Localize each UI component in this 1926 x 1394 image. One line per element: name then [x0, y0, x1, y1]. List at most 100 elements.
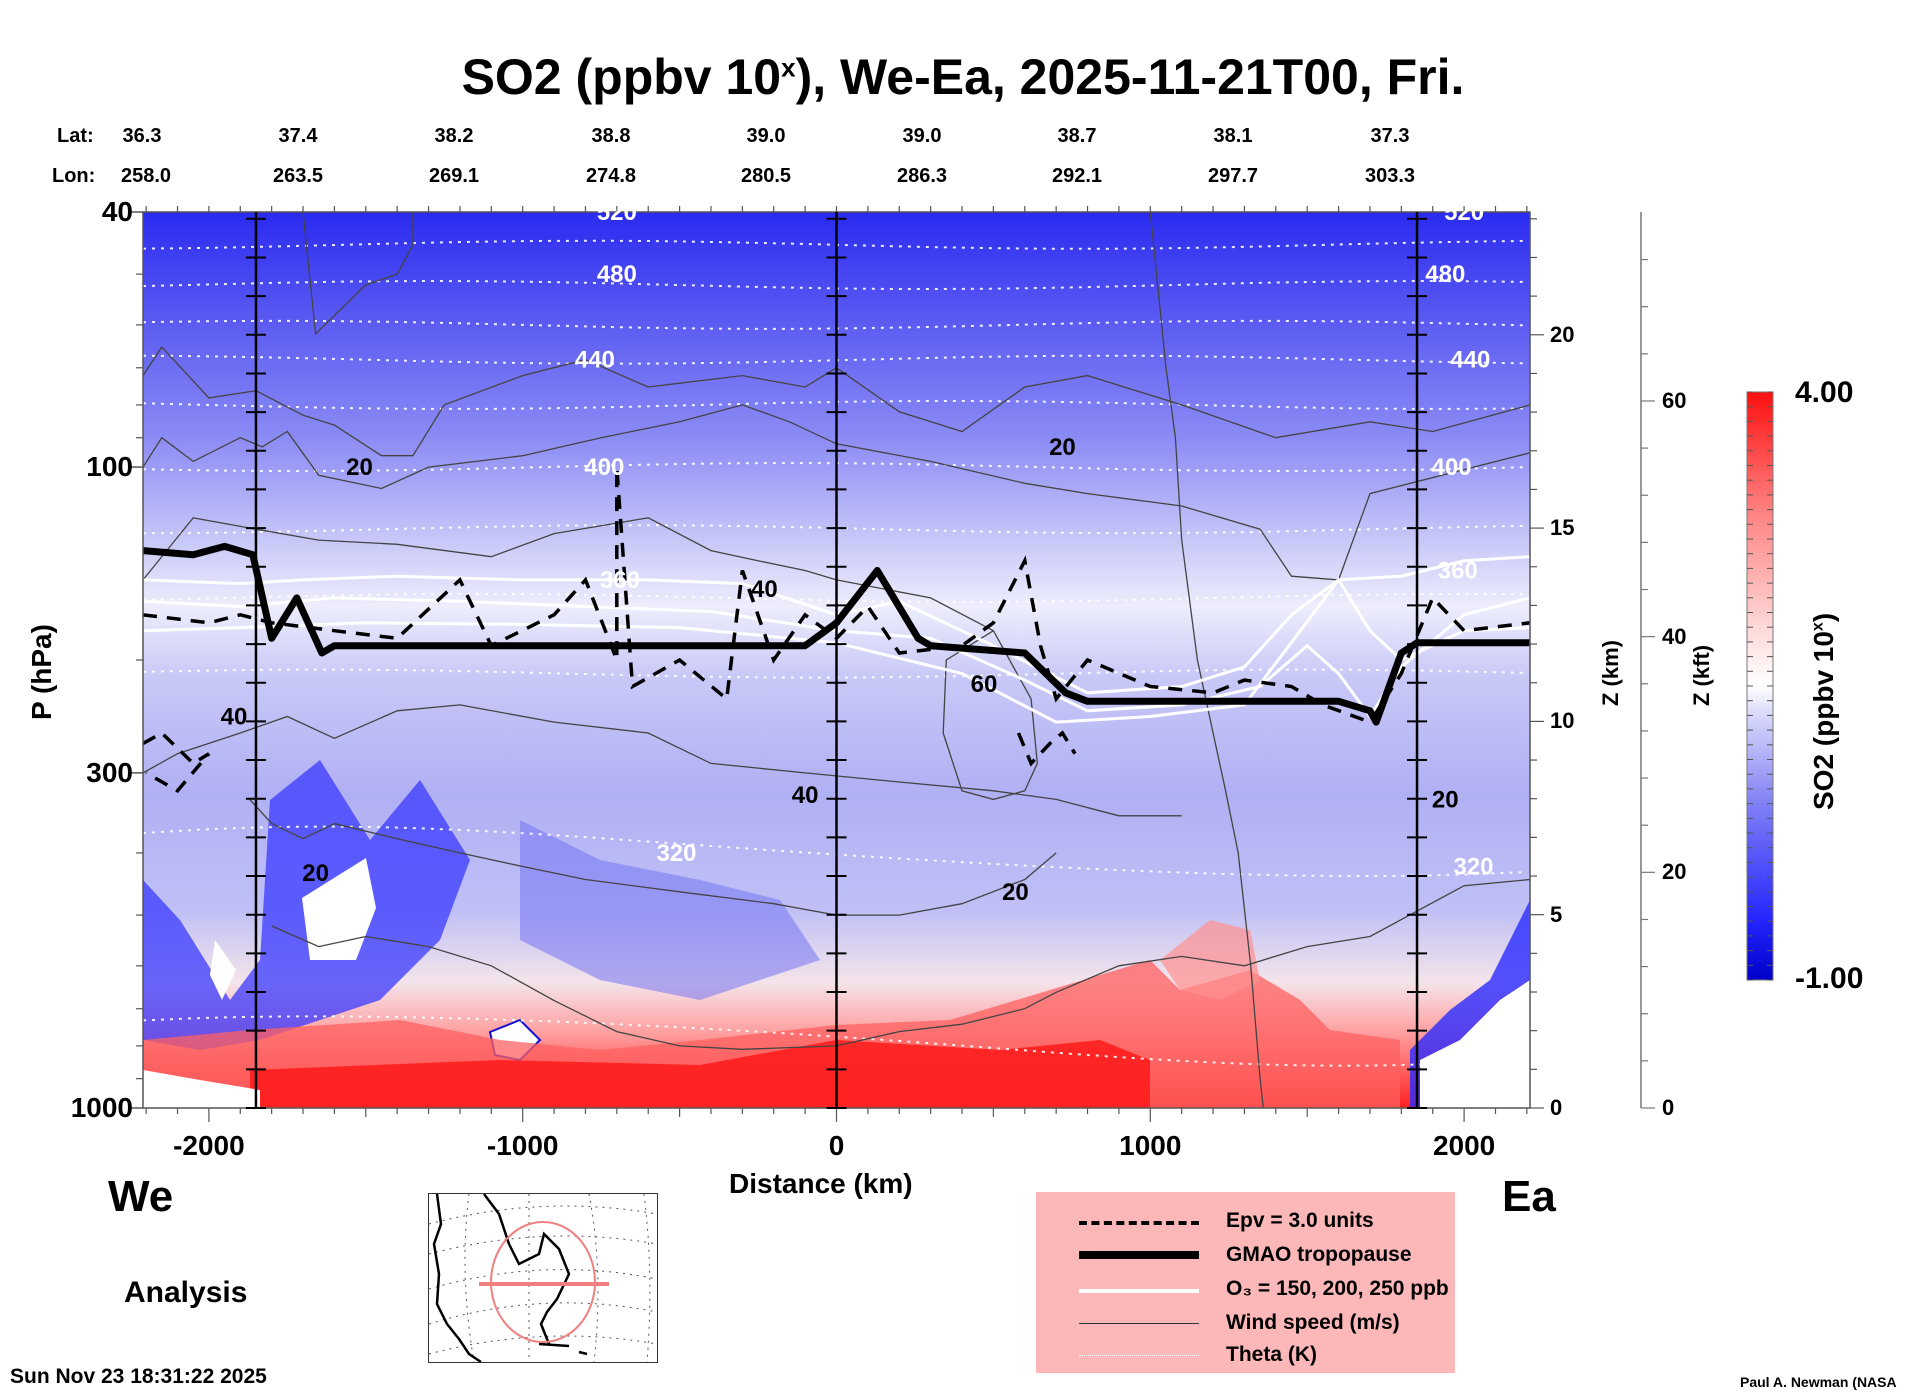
theta-contour-label: 360 [600, 567, 640, 594]
lat-value: 37.4 [278, 125, 318, 147]
lat-value: 36.3 [122, 125, 162, 147]
wind-speed-contour [1149, 212, 1264, 1108]
lat-value: 38.8 [591, 125, 631, 147]
theta-contour-label: 520 [1444, 199, 1484, 226]
wind-contour-label: 40 [221, 703, 248, 730]
z-kft-tick-label: 20 [1662, 859, 1687, 885]
timestamp: Sun Nov 23 18:31:22 2025 [10, 1365, 267, 1388]
y-axis-title: P (hPa) [26, 624, 57, 720]
wind-contour-label: 20 [302, 860, 329, 887]
chart-title: SO2 (ppbv 10x), We-Ea, 2025-11-21T00, Fr… [0, 48, 1926, 106]
lat-value: 39.0 [746, 125, 786, 147]
missing-data-patch [143, 1070, 260, 1108]
missing-data-patch [302, 858, 376, 960]
contour-labels: 520 480 440 400 360 320 520 480 440 400 360 320 20 20… [221, 199, 1494, 906]
lon-value: 263.5 [272, 165, 324, 187]
legend-text: Wind speed (m/s) [1226, 1311, 1400, 1334]
legend-item-tropopause: GMAO tropopause [1036, 1238, 1455, 1272]
wind-contour-label: 40 [792, 782, 819, 809]
lon-value: 303.3 [1364, 165, 1416, 187]
theta-contour-label: 320 [1453, 854, 1493, 881]
title-superscript: x [781, 52, 796, 83]
theta-contour-label: 480 [597, 261, 637, 288]
so2-high-patch [250, 1040, 1150, 1108]
minimap-svg [429, 1194, 657, 1362]
analysis-label: Analysis [124, 1276, 248, 1309]
wind-speed-contour [143, 346, 1530, 457]
lon-value: 274.8 [585, 165, 637, 187]
pressure-tick-label: 300 [86, 756, 133, 788]
theta-contour [143, 825, 1524, 877]
lon-label: Lon: [52, 165, 96, 187]
legend-item-theta: Theta (K) [1036, 1338, 1455, 1372]
wind-speed-contour [302, 212, 414, 336]
tropopause-line [143, 542, 1530, 726]
title-main: SO2 (ppbv 10 [461, 49, 782, 105]
wind-speed-contour [271, 878, 1530, 1050]
wind-contour-label: 20 [1432, 786, 1459, 813]
lon-value: 269.1 [428, 165, 480, 187]
theta-contour-label: 320 [656, 840, 696, 867]
dotted-line-swatch [1079, 1355, 1199, 1356]
z-km-tick-label: 0 [1550, 1095, 1563, 1120]
theta-contour-label: 440 [575, 347, 615, 374]
wind-speed-contour [249, 798, 1057, 916]
distance-tick-label: 2000 [1432, 1130, 1496, 1161]
theta-contour [143, 1015, 1524, 1067]
east-label: Ea [1502, 1172, 1556, 1221]
lat-value: 38.2 [434, 125, 474, 147]
thin-line-swatch [1079, 1323, 1199, 1324]
lat-value: 38.1 [1213, 125, 1253, 147]
lat-value: 39.0 [902, 125, 942, 147]
wind-contour-label: 20 [346, 454, 373, 481]
minimap-coastline [432, 1194, 588, 1362]
wind-contour-label: 60 [971, 671, 998, 698]
pressure-tick-label: 1000 [70, 1092, 133, 1123]
colorbar-title: SO2 (ppbv 10x) [1808, 612, 1839, 810]
theta-contour-label: 400 [1432, 454, 1472, 481]
theta-contour-label: 360 [1438, 557, 1478, 584]
distance-tick-label: 1000 [1119, 1130, 1182, 1161]
lat-label: Lat: [57, 125, 94, 147]
ozone-contour [143, 555, 1530, 695]
legend: Epv = 3.0 units GMAO tropopause O₃ = 150… [1036, 1192, 1455, 1373]
wind-speed-contour [143, 704, 1182, 817]
white-line-swatch [1079, 1289, 1199, 1293]
colorbar-min-label: -1.00 [1795, 962, 1864, 995]
legend-text: O₃ = 150, 200, 250 ppb [1226, 1277, 1449, 1300]
so2-low-patch [520, 820, 820, 1000]
legend-item-epv: Epv = 3.0 units [1036, 1204, 1455, 1238]
z-km-axis-title: Z (km) [1598, 640, 1623, 706]
wind-speed-contour [143, 404, 1530, 581]
lon-value: 258.0 [120, 165, 172, 187]
west-label: We [108, 1172, 174, 1221]
title-rest: ), We-Ea, 2025-11-21T00, Fri. [795, 49, 1465, 105]
lat-value: 38.7 [1057, 125, 1097, 147]
lon-value: 292.1 [1051, 165, 1103, 187]
distance-tick-label: -1000 [486, 1130, 559, 1161]
z-kft-axis-title: Z (kft) [1689, 644, 1714, 706]
colorbar-max-label: 4.00 [1795, 376, 1854, 409]
ozone-contour [143, 577, 1530, 724]
epv-contour [1016, 730, 1077, 767]
pressure-tick-label: 100 [86, 451, 133, 483]
theta-contour-label: 520 [597, 199, 637, 226]
missing-data-patch [1420, 980, 1530, 1108]
legend-text: GMAO tropopause [1226, 1243, 1412, 1266]
minimap-graticule [429, 1194, 657, 1362]
x-axis-title: Distance (km) [729, 1168, 913, 1199]
z-km-tick-label: 20 [1550, 321, 1575, 347]
epv-contour [143, 730, 211, 794]
contour-overlays [143, 212, 1530, 1108]
wind-speed-contour [143, 517, 1038, 801]
wind-contour-label: 20 [1049, 434, 1076, 461]
lon-value: 297.7 [1207, 165, 1259, 187]
distance-tick-label: -2000 [173, 1130, 245, 1161]
legend-item-ozone: O₃ = 150, 200, 250 ppb [1036, 1272, 1455, 1306]
z-km-tick-label: 15 [1550, 515, 1575, 541]
pressure-tick-label: 40 [101, 196, 133, 227]
z-kft-tick-label: 40 [1662, 623, 1687, 649]
missing-data-patch [210, 940, 236, 1000]
theta-contour-label: 400 [584, 454, 624, 481]
